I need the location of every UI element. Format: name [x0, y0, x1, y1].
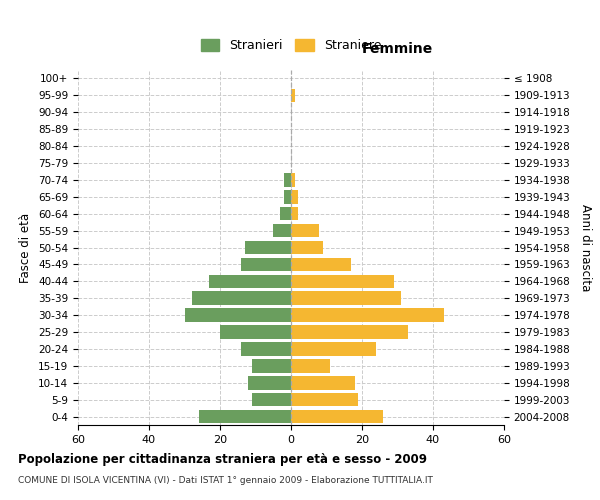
Bar	[291, 207, 298, 220]
Bar	[209, 274, 291, 288]
Bar	[291, 258, 352, 271]
Bar	[291, 240, 323, 254]
Bar	[241, 258, 291, 271]
Text: Popolazione per cittadinanza straniera per età e sesso - 2009: Popolazione per cittadinanza straniera p…	[18, 452, 427, 466]
Bar	[291, 410, 383, 424]
Bar	[245, 240, 291, 254]
Bar	[199, 410, 291, 424]
Bar	[291, 274, 394, 288]
Y-axis label: Anni di nascita: Anni di nascita	[579, 204, 592, 291]
Bar	[280, 207, 291, 220]
Bar	[291, 393, 358, 406]
Bar	[284, 173, 291, 186]
Bar	[291, 359, 330, 372]
Bar	[241, 342, 291, 355]
Y-axis label: Fasce di età: Fasce di età	[19, 212, 32, 282]
Bar	[291, 190, 298, 203]
Bar	[191, 292, 291, 305]
Bar	[220, 326, 291, 339]
Bar	[291, 224, 319, 237]
Bar	[291, 376, 355, 390]
Bar	[248, 376, 291, 390]
Legend: Stranieri, Straniere: Stranieri, Straniere	[196, 34, 386, 58]
Text: COMUNE DI ISOLA VICENTINA (VI) - Dati ISTAT 1° gennaio 2009 - Elaborazione TUTTI: COMUNE DI ISOLA VICENTINA (VI) - Dati IS…	[18, 476, 433, 485]
Bar	[284, 190, 291, 203]
Bar	[291, 326, 408, 339]
Bar	[291, 342, 376, 355]
Bar	[291, 292, 401, 305]
Bar	[291, 173, 295, 186]
Bar	[291, 308, 443, 322]
Bar	[252, 359, 291, 372]
Bar	[252, 393, 291, 406]
Bar	[185, 308, 291, 322]
Bar	[273, 224, 291, 237]
Bar	[291, 88, 295, 102]
Text: Femmine: Femmine	[362, 42, 433, 56]
